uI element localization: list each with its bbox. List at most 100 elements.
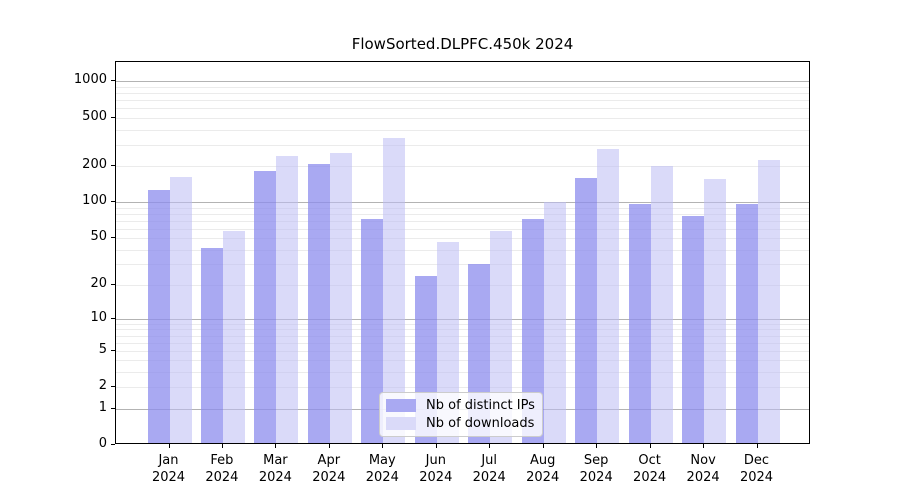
x-tick-label-feb: Feb 2024: [205, 453, 239, 485]
minor-gridline-900: [116, 86, 809, 88]
y-tick-mark-1000: [111, 80, 115, 82]
minor-gridline-800: [116, 93, 809, 95]
minor-gridline-2: [116, 387, 809, 389]
x-tick-label-sep: Sep 2024: [579, 453, 613, 485]
x-tick-label-apr: Apr 2024: [312, 453, 346, 485]
minor-gridline-700: [116, 100, 809, 102]
minor-gridline-200: [116, 165, 809, 167]
legend: Nb of distinct IPs Nb of downloads: [379, 392, 543, 437]
x-tick-mark-apr: [328, 444, 330, 448]
bar-distinct-ips-apr: [307, 164, 330, 443]
x-tick-label-may: May 2024: [365, 453, 399, 485]
minor-gridline-6: [116, 342, 809, 344]
major-gridline-10: [116, 318, 809, 320]
x-tick-label-jun: Jun 2024: [419, 453, 453, 485]
bar-distinct-ips-nov: [682, 215, 705, 443]
y-tick-mark-2: [111, 386, 115, 388]
minor-gridline-90: [116, 207, 809, 209]
x-tick-label-nov: Nov 2024: [686, 453, 720, 485]
bar-downloads-aug: [543, 202, 566, 443]
x-tick-mark-dec: [756, 444, 758, 448]
bar-distinct-ips-oct: [628, 203, 651, 443]
minor-gridline-600: [116, 108, 809, 110]
chart-title: FlowSorted.DLPFC.450k 2024: [351, 35, 574, 53]
y-tick-mark-20: [111, 283, 115, 285]
x-tick-label-jul: Jul 2024: [472, 453, 506, 485]
y-tick-label-5: 5: [98, 341, 107, 357]
bar-downloads-jul: [490, 231, 513, 443]
legend-item-distinct-ips: Nb of distinct IPs: [386, 398, 536, 413]
y-tick-label-1000: 1000: [73, 72, 107, 88]
major-gridline-100: [116, 202, 809, 204]
legend-item-downloads: Nb of downloads: [386, 416, 536, 431]
y-tick-label-50: 50: [90, 229, 107, 244]
y-tick-label-100: 100: [82, 193, 107, 209]
plot-area: Nb of distinct IPs Nb of downloads: [115, 61, 810, 444]
x-tick-mark-jun: [435, 444, 437, 448]
bar-downloads-nov: [704, 179, 727, 443]
y-tick-label-200: 200: [82, 156, 107, 172]
x-tick-mark-jan: [168, 444, 170, 448]
bar-downloads-apr: [329, 152, 352, 443]
bar-distinct-ips-feb: [200, 248, 223, 443]
minor-gridline-50: [116, 238, 809, 239]
major-gridline-1000: [116, 81, 809, 83]
minor-gridline-30: [116, 264, 809, 266]
minor-gridline-3: [116, 372, 809, 373]
x-tick-mark-aug: [542, 444, 544, 448]
y-tick-mark-200: [111, 164, 115, 166]
bar-downloads-mar: [276, 155, 299, 443]
y-tick-mark-500: [111, 116, 115, 118]
x-tick-label-dec: Dec 2024: [739, 453, 774, 485]
x-tick-mark-oct: [649, 444, 651, 448]
bar-distinct-ips-aug: [521, 218, 544, 443]
y-tick-label-500: 500: [82, 108, 107, 124]
minor-gridline-400: [116, 129, 809, 131]
bar-downloads-dec: [757, 160, 780, 443]
x-tick-label-aug: Aug 2024: [526, 453, 560, 485]
y-tick-label-1: 1: [98, 399, 107, 415]
legend-swatch-downloads: [386, 417, 416, 430]
bar-distinct-ips-jan: [147, 190, 170, 443]
minor-gridline-500: [116, 117, 809, 119]
y-tick-mark-0: [111, 444, 115, 445]
y-tick-label-2: 2: [98, 378, 107, 394]
legend-label-distinct-ips: Nb of distinct IPs: [426, 398, 535, 413]
y-tick-label-0: 0: [98, 436, 107, 451]
minor-gridline-5: [116, 350, 809, 352]
minor-gridline-60: [116, 228, 809, 230]
y-tick-mark-1: [111, 407, 115, 409]
bar-distinct-ips-sep: [575, 177, 598, 443]
x-tick-mark-may: [382, 444, 384, 448]
minor-gridline-70: [116, 220, 809, 222]
bar-distinct-ips-mar: [254, 170, 277, 443]
minor-gridline-40: [116, 249, 809, 251]
bar-downloads-feb: [222, 231, 245, 443]
minor-gridline-9: [116, 323, 809, 325]
bar-distinct-ips-may: [361, 219, 384, 443]
x-tick-mark-jul: [489, 444, 491, 448]
y-tick-label-20: 20: [90, 275, 107, 291]
minor-gridline-80: [116, 213, 809, 215]
x-tick-mark-feb: [221, 444, 223, 448]
x-tick-label-mar: Mar 2024: [258, 453, 292, 485]
bar-distinct-ips-dec: [735, 203, 758, 443]
minor-gridline-7: [116, 335, 809, 337]
y-tick-mark-50: [111, 237, 115, 238]
x-tick-label-jan: Jan 2024: [151, 453, 186, 485]
minor-gridline-20: [116, 284, 809, 286]
x-tick-mark-nov: [703, 444, 705, 448]
bar-downloads-oct: [650, 165, 673, 443]
grid-layer: [116, 62, 809, 443]
x-tick-label-oct: Oct 2024: [633, 453, 667, 485]
bar-downloads-jan: [169, 176, 192, 443]
x-tick-mark-mar: [275, 444, 277, 448]
bar-downloads-may: [383, 138, 406, 443]
y-tick-mark-10: [111, 317, 115, 319]
y-tick-mark-5: [111, 349, 115, 351]
legend-swatch-distinct-ips: [386, 399, 416, 412]
bars-layer: [116, 62, 809, 443]
minor-gridline-300: [116, 144, 809, 146]
minor-gridline-8: [116, 329, 809, 331]
